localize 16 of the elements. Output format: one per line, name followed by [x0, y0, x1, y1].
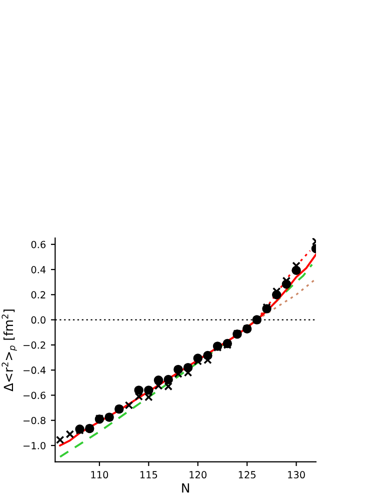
x-axis-title: N — [182, 483, 190, 493]
y-tick-label: −0.6 — [24, 392, 46, 400]
x-tick-label: 115 — [140, 471, 158, 478]
x-tick-label: 120 — [190, 471, 206, 478]
y-tick-label: 0.6 — [31, 240, 46, 248]
x-tick-label: 125 — [238, 471, 256, 478]
y-tick-label: −1.0 — [24, 442, 46, 450]
x-tick-label: 130 — [288, 471, 305, 478]
y-tick-label: 0.0 — [31, 316, 46, 324]
y-tick-label: 0.4 — [31, 266, 46, 274]
x-tick-label: 110 — [91, 471, 108, 478]
y-tick-label: −0.8 — [24, 416, 46, 424]
y-tick-label: 0.2 — [31, 291, 46, 298]
y-tick-label: −0.2 — [24, 341, 46, 349]
y-tick-label: −0.4 — [24, 366, 46, 374]
y-axis-title: Δ<r$^{2}$>$_{p}$ [fm$^{2}$] — [2, 310, 17, 392]
